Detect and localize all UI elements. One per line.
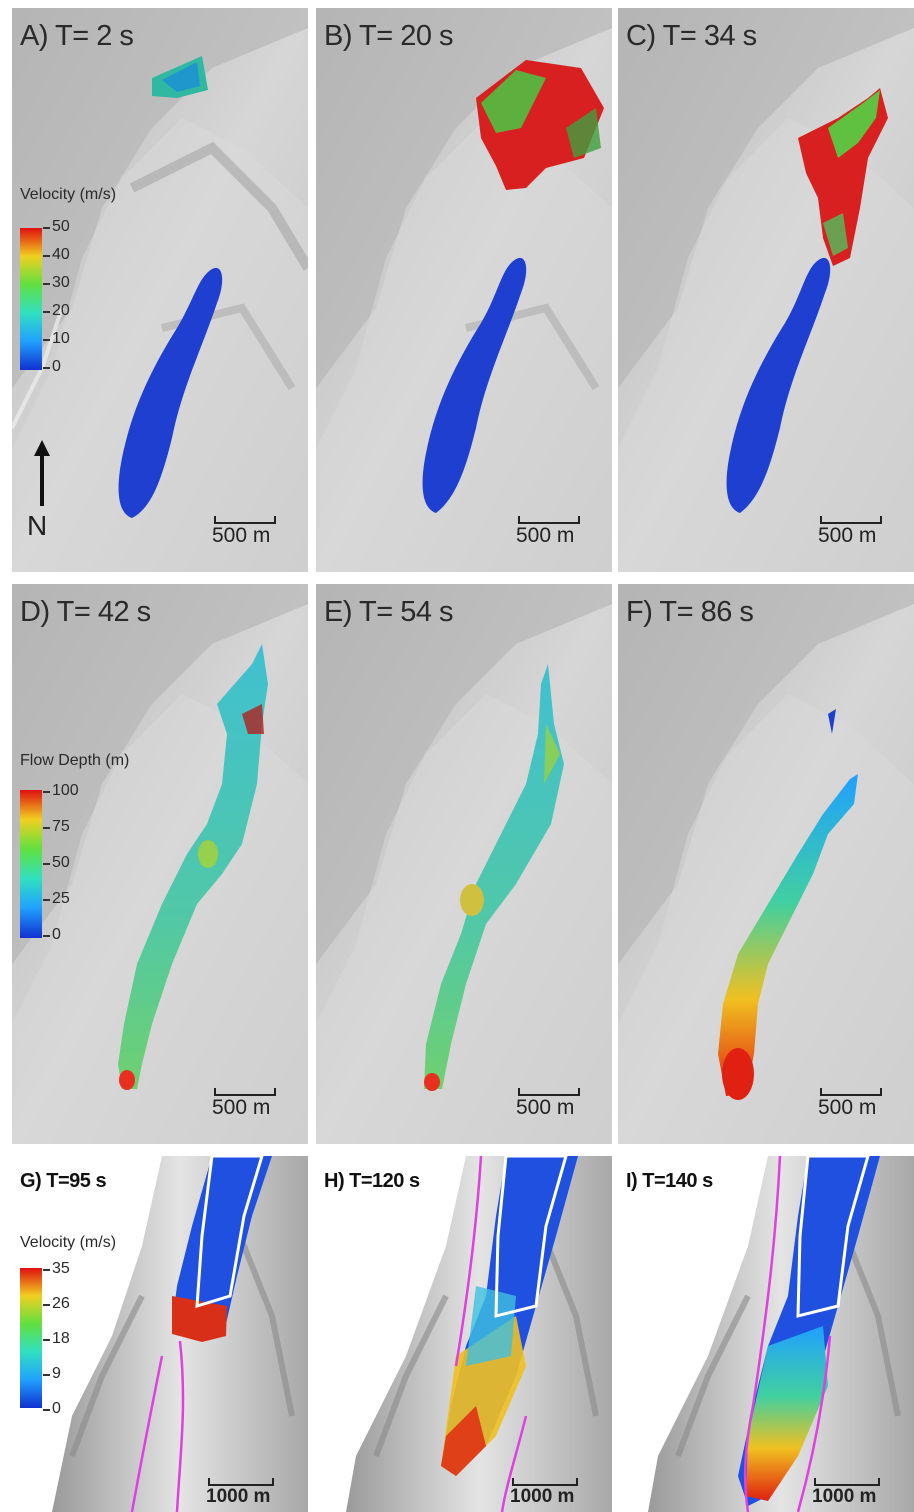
flow-deposit <box>118 644 268 1090</box>
scale-bar: 500 m <box>818 516 882 548</box>
velocity-legend: Velocity (m/s) 35 26 18 9 0 <box>20 1234 170 1419</box>
flow-deposit <box>718 709 858 1100</box>
scale-bar: 500 m <box>516 516 580 548</box>
panel-label: H) T=120 s <box>324 1170 420 1192</box>
arrow-up-icon <box>34 440 50 506</box>
scale-label: 500 m <box>212 1096 271 1119</box>
legend-tick: 9 <box>43 1365 61 1382</box>
legend-tick: 30 <box>43 274 70 291</box>
scale-label: 500 m <box>516 1096 575 1119</box>
legend-tick: 100 <box>43 782 79 799</box>
scale-bar: 500 m <box>212 1088 276 1120</box>
legend-tick: 10 <box>43 330 70 347</box>
flow-deposit <box>441 1156 578 1512</box>
panel-g: G) T=95 s Velocity (m/s) 35 26 18 9 0 10… <box>12 1156 308 1512</box>
panel-d: D) T= 42 s Flow Depth (m) 100 75 50 25 0… <box>12 584 308 1144</box>
panel-label: A) T= 2 s <box>20 20 134 52</box>
flow-deposit <box>130 1156 272 1512</box>
legend-tick: 0 <box>43 358 61 375</box>
flow-deposit <box>726 88 888 513</box>
legend-tick: 25 <box>43 890 70 907</box>
colorbar <box>20 790 42 938</box>
north-arrow: N <box>22 438 62 548</box>
flow-depth-legend: Flow Depth (m) 100 75 50 25 0 <box>20 752 180 943</box>
colorbar <box>20 1268 42 1408</box>
legend-tick: 18 <box>43 1330 70 1347</box>
panel-c: C) T= 34 s 500 m <box>618 8 914 572</box>
flow-deposit <box>118 56 223 518</box>
scale-bar: 500 m <box>818 1088 882 1120</box>
legend-tick: 0 <box>43 926 61 943</box>
scale-label: 500 m <box>818 524 877 547</box>
panel-f: F) T= 86 s 500 m <box>618 584 914 1144</box>
legend-tick: 75 <box>43 818 70 835</box>
legend-title: Flow Depth (m) <box>20 752 130 769</box>
scale-bar: 500 m <box>212 516 276 548</box>
scale-label: 1000 m <box>206 1486 271 1507</box>
scale-label: 1000 m <box>510 1486 575 1507</box>
legend-title: Velocity (m/s) <box>20 186 117 203</box>
panel-i: I) T=140 s 1000 m <box>618 1156 914 1512</box>
panel-b: B) T= 20 s 500 m <box>316 8 612 572</box>
panel-label: I) T=140 s <box>626 1170 713 1192</box>
velocity-legend: Velocity (m/s) 50 40 30 20 10 0 <box>20 186 160 386</box>
flow-deposit <box>422 60 604 513</box>
panel-label: C) T= 34 s <box>626 20 757 52</box>
terrain-map <box>618 584 914 1144</box>
panel-label: E) T= 54 s <box>324 596 454 628</box>
scale-label: 500 m <box>212 524 271 547</box>
panel-label: F) T= 86 s <box>626 596 754 628</box>
terrain-map <box>12 8 308 572</box>
scale-label: 500 m <box>818 1096 877 1119</box>
panel-label: G) T=95 s <box>20 1170 107 1192</box>
panel-label: D) T= 42 s <box>20 596 151 628</box>
scale-bar: 1000 m <box>206 1478 274 1508</box>
legend-tick: 26 <box>43 1295 70 1312</box>
flow-deposit <box>424 664 564 1091</box>
legend-tick: 40 <box>43 246 70 263</box>
scale-bar: 1000 m <box>510 1478 578 1508</box>
scale-bar: 500 m <box>516 1088 580 1120</box>
legend-tick: 50 <box>43 854 70 871</box>
panel-a: A) T= 2 s Velocity (m/s) 50 40 30 20 10 … <box>12 8 308 572</box>
panel-e: E) T= 54 s 500 m <box>316 584 612 1144</box>
legend-tick: 0 <box>43 1400 61 1417</box>
scale-label: 1000 m <box>812 1486 877 1507</box>
flow-deposit <box>738 1156 880 1512</box>
scale-label: 500 m <box>516 524 575 547</box>
colorbar <box>20 228 42 370</box>
legend-tick: 35 <box>43 1260 70 1277</box>
panel-label: B) T= 20 s <box>324 20 454 52</box>
legend-tick: 20 <box>43 302 70 319</box>
terrain-map <box>316 8 612 572</box>
scale-bar: 1000 m <box>812 1478 880 1508</box>
legend-title: Velocity (m/s) <box>20 1234 117 1251</box>
north-label: N <box>27 510 48 541</box>
panel-h: H) T=120 s 1000 m <box>316 1156 612 1512</box>
legend-tick: 50 <box>43 218 70 235</box>
